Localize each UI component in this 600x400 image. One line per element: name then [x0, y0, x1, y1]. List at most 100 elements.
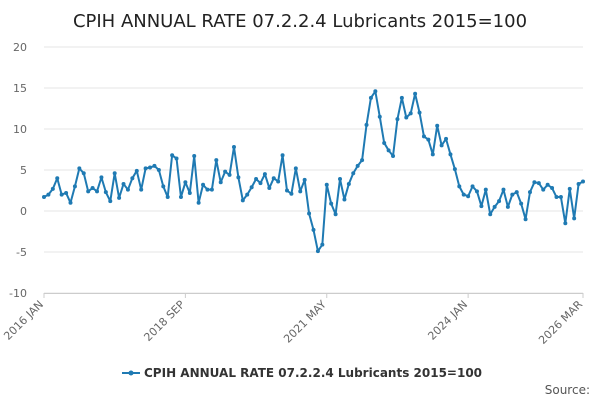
- data-point: [527, 190, 532, 195]
- data-point: [227, 172, 232, 177]
- data-point: [293, 166, 298, 171]
- legend-label: CPIH ANNUAL RATE 07.2.2.4 Lubricants 201…: [144, 366, 482, 380]
- data-point: [532, 180, 537, 185]
- data-point: [311, 227, 316, 232]
- y-tick-label: 0: [20, 205, 27, 218]
- data-point: [351, 171, 356, 176]
- data-point: [245, 192, 250, 197]
- data-point: [377, 114, 382, 119]
- data-point: [523, 217, 528, 222]
- data-point: [68, 200, 73, 205]
- data-point: [298, 189, 303, 194]
- data-point: [187, 190, 192, 195]
- data-point: [156, 168, 161, 172]
- data-point: [108, 199, 113, 204]
- y-tick-label: 10: [13, 123, 27, 136]
- data-point: [329, 201, 334, 206]
- x-tick-label: 2024 JAN: [425, 298, 470, 343]
- data-point: [99, 175, 104, 180]
- x-axis-ticks: 2016 JAN 2018 SEP 2021 MAY 2024 JAN 2026 MAR: [1, 293, 585, 347]
- data-point: [554, 195, 559, 200]
- data-point: [134, 168, 139, 173]
- data-point: [46, 192, 51, 197]
- data-point: [152, 163, 157, 168]
- data-point: [170, 153, 175, 158]
- data-point: [364, 122, 369, 127]
- data-point: [550, 186, 555, 191]
- x-tick-label: 2018 SEP: [141, 298, 187, 344]
- data-point: [81, 171, 86, 176]
- data-point: [505, 204, 510, 209]
- data-point: [373, 89, 378, 94]
- y-tick-label: 20: [13, 41, 27, 54]
- data-point: [497, 199, 502, 204]
- data-point: [307, 211, 312, 216]
- data-point: [581, 179, 585, 184]
- data-point: [267, 186, 272, 191]
- data-point: [196, 200, 201, 205]
- source-label[interactable]: Source:: [545, 383, 590, 397]
- data-point: [342, 197, 347, 202]
- data-point: [324, 182, 329, 187]
- data-point: [178, 195, 183, 200]
- data-point: [240, 198, 245, 203]
- data-point: [444, 136, 449, 141]
- data-point: [103, 190, 108, 195]
- data-point: [382, 140, 387, 145]
- data-point: [254, 177, 259, 182]
- data-point: [492, 204, 497, 209]
- data-point: [205, 187, 210, 192]
- data-point: [236, 175, 241, 180]
- data-point: [249, 185, 254, 190]
- x-tick-label: 2016 JAN: [1, 298, 46, 343]
- data-point: [567, 186, 572, 191]
- data-point: [117, 195, 122, 200]
- data-point: [338, 177, 343, 182]
- data-point: [461, 192, 466, 197]
- data-point: [192, 154, 197, 159]
- data-point: [121, 181, 126, 186]
- data-point: [466, 194, 471, 199]
- data-point: [112, 171, 117, 176]
- series-layer: [42, 89, 585, 254]
- data-point: [510, 192, 515, 197]
- data-point: [218, 180, 223, 185]
- data-point: [165, 195, 170, 200]
- data-point: [519, 201, 524, 206]
- data-point: [258, 181, 263, 186]
- data-point: [223, 169, 228, 174]
- data-point: [572, 216, 577, 221]
- data-point: [360, 158, 365, 163]
- data-point: [276, 179, 281, 184]
- gridlines: [44, 46, 583, 294]
- series-line: [43, 90, 584, 253]
- data-point: [209, 187, 214, 192]
- data-point: [417, 110, 422, 115]
- data-point: [214, 158, 219, 163]
- data-point: [470, 184, 475, 189]
- data-point: [386, 148, 391, 153]
- data-point: [576, 181, 581, 186]
- data-point: [125, 187, 130, 192]
- data-point: [148, 165, 153, 170]
- data-point: [174, 156, 179, 161]
- data-point: [289, 191, 294, 196]
- data-point: [139, 187, 144, 192]
- data-point: [90, 186, 95, 191]
- data-point: [72, 184, 77, 189]
- data-point: [86, 189, 91, 194]
- data-point: [280, 153, 285, 158]
- data-point: [545, 182, 550, 187]
- data-point: [42, 195, 46, 200]
- data-point: [346, 181, 351, 186]
- legend[interactable]: CPIH ANNUAL RATE 07.2.2.4 Lubricants 201…: [122, 366, 482, 380]
- data-point: [501, 187, 506, 192]
- data-point: [320, 242, 325, 247]
- data-point: [413, 91, 418, 96]
- data-point: [333, 212, 338, 217]
- data-point: [302, 177, 307, 182]
- data-point: [421, 134, 426, 139]
- data-point: [404, 115, 409, 120]
- data-point: [59, 192, 64, 197]
